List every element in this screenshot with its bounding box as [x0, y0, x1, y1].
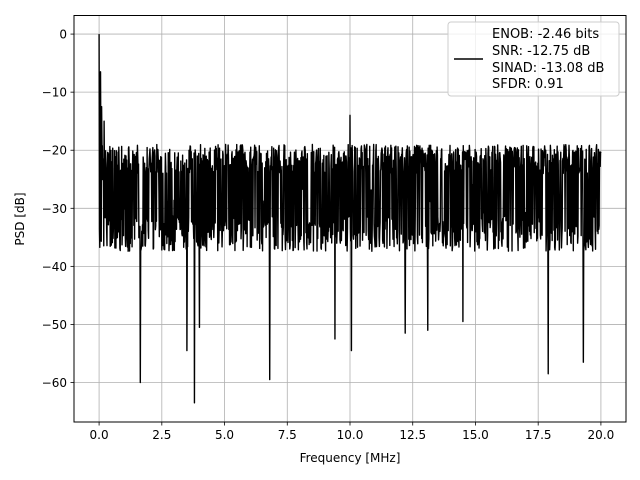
- legend-enob: ENOB: -2.46 bits: [492, 27, 599, 42]
- legend: ENOB: -2.46 bits SNR: -12.75 dB SINAD: -…: [447, 21, 620, 97]
- legend-box: [447, 21, 620, 97]
- x-axis-label: Frequency [MHz]: [300, 451, 401, 465]
- legend-sfdr: SFDR: 0.91: [492, 77, 564, 92]
- y-tick-label: −10: [42, 86, 67, 100]
- tick-layer: 0.0 2.5 5.0 7.5 10.0 12.5 15.0 17.5 20.0 0 −10 −20 −…: [42, 28, 615, 442]
- legend-snr: SNR: -12.75 dB: [492, 44, 590, 59]
- x-tick-label: 0.0: [90, 428, 109, 442]
- x-tick-label: 10.0: [337, 428, 364, 442]
- y-tick-label: −60: [42, 376, 67, 390]
- x-tick-label: 12.5: [399, 428, 426, 442]
- x-tick-label: 2.5: [152, 428, 171, 442]
- legend-sinad: SINAD: -13.08 dB: [492, 61, 604, 76]
- series-layer: [98, 34, 602, 404]
- y-tick-label: −50: [42, 318, 67, 332]
- y-axis-label: PSD [dB]: [13, 192, 27, 245]
- x-tick-label: 17.5: [525, 428, 552, 442]
- psd-series-line: [98, 34, 602, 404]
- x-tick-label: 5.0: [215, 428, 234, 442]
- y-tick-label: −20: [42, 144, 67, 158]
- x-tick-label: 20.0: [588, 428, 615, 442]
- y-tick-label: 0: [59, 28, 67, 42]
- x-tick-label: 15.0: [462, 428, 489, 442]
- y-tick-label: −40: [42, 260, 67, 274]
- x-tick-label: 7.5: [278, 428, 297, 442]
- y-tick-label: −30: [42, 202, 67, 216]
